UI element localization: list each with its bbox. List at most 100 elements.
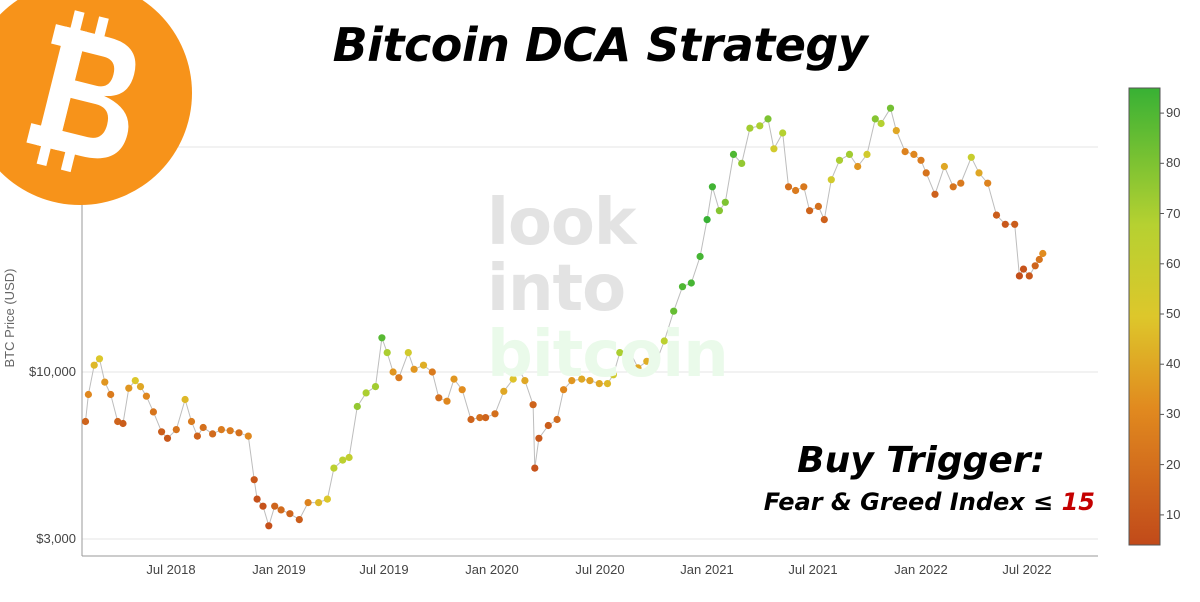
data-point	[678, 283, 687, 291]
x-tick-label: Jan 2022	[894, 562, 948, 577]
data-point	[193, 432, 201, 440]
data-point	[578, 375, 586, 383]
data-point	[395, 374, 403, 382]
data-points	[81, 104, 1047, 530]
data-point	[378, 334, 386, 342]
data-point	[81, 417, 90, 426]
x-tick-label: Jan 2019	[252, 562, 306, 577]
data-point	[544, 421, 552, 430]
data-point	[187, 417, 196, 426]
chart-title: Bitcoin DCA Strategy	[332, 18, 868, 72]
data-point	[250, 476, 258, 484]
data-point	[330, 464, 338, 472]
colorbar-tick-label: 60	[1166, 255, 1181, 271]
x-tick-label: Jul 2020	[575, 562, 625, 577]
colorbar-tick-label: 50	[1166, 306, 1181, 321]
data-point	[609, 371, 618, 379]
data-point	[443, 397, 451, 405]
colorbar-tick-label: 10	[1166, 506, 1181, 522]
data-point	[1035, 255, 1043, 264]
y-tick-label: $10,000	[29, 364, 76, 379]
x-tick-label: Jul 2019	[359, 562, 409, 577]
data-point	[715, 207, 724, 215]
data-point	[957, 179, 965, 187]
data-point	[603, 380, 612, 388]
data-point	[339, 456, 347, 464]
y-axis-label: BTC Price (USD)	[2, 268, 17, 368]
data-point	[101, 378, 109, 386]
data-point	[491, 410, 499, 418]
data-point	[435, 394, 443, 402]
data-point	[901, 148, 909, 156]
data-point	[323, 495, 331, 503]
data-point	[95, 355, 104, 363]
data-point	[940, 162, 949, 171]
data-point	[1015, 272, 1024, 280]
data-point	[295, 516, 303, 524]
data-point	[450, 375, 458, 383]
bitcoin-logo-icon	[0, 0, 192, 205]
data-point	[560, 386, 568, 394]
data-point	[784, 183, 793, 191]
data-point	[1025, 272, 1033, 280]
data-point	[149, 408, 157, 416]
data-point	[806, 207, 814, 215]
data-point	[521, 377, 529, 385]
colorbar-tick-label: 30	[1166, 406, 1181, 422]
data-point	[1019, 265, 1028, 273]
data-point	[738, 159, 746, 167]
data-point	[476, 414, 484, 422]
buy-trigger-title: Buy Trigger:	[797, 440, 1045, 481]
data-point	[660, 337, 668, 345]
data-point	[687, 279, 695, 287]
data-point	[458, 386, 466, 394]
watermark-line-3: bitcoin	[487, 318, 729, 392]
buy-trigger-condition: Fear & Greed Index ≤ 15	[764, 488, 1095, 516]
data-point	[107, 390, 115, 399]
data-point	[158, 428, 166, 436]
data-point	[84, 390, 92, 399]
data-point	[845, 150, 854, 158]
data-point	[877, 119, 885, 128]
colorbar-ticks	[1160, 112, 1164, 516]
data-point	[235, 429, 243, 437]
data-point	[428, 368, 436, 376]
data-point	[286, 510, 294, 518]
data-point	[625, 345, 633, 353]
data-point	[721, 198, 729, 206]
data-point	[500, 387, 508, 395]
buy-trigger-label: Fear & Greed Index ≤	[763, 488, 1054, 516]
data-point	[708, 183, 717, 191]
data-point	[482, 414, 490, 422]
data-point	[863, 150, 871, 158]
data-point	[827, 176, 835, 184]
data-point	[353, 402, 361, 411]
data-point	[746, 124, 754, 132]
data-point	[729, 150, 738, 158]
data-point	[949, 183, 957, 191]
x-tick-label: Jan 2021	[680, 562, 734, 577]
data-point	[892, 127, 900, 135]
buy-trigger-threshold: 15	[1061, 488, 1095, 516]
data-point	[643, 357, 651, 365]
data-point	[136, 383, 145, 391]
data-point	[1031, 262, 1039, 270]
data-point	[90, 361, 98, 369]
data-point	[800, 183, 808, 191]
data-point	[304, 499, 312, 507]
data-point	[244, 432, 252, 440]
data-point	[696, 252, 704, 261]
data-point	[984, 179, 992, 187]
x-tick-label: Jan 2020	[465, 562, 519, 577]
data-point	[595, 380, 603, 388]
data-point	[835, 156, 844, 164]
data-point	[529, 401, 537, 409]
data-point	[616, 349, 624, 357]
data-point	[315, 499, 323, 507]
data-point	[125, 384, 133, 392]
data-point	[131, 377, 139, 385]
data-point	[910, 150, 918, 158]
data-point	[389, 368, 397, 376]
